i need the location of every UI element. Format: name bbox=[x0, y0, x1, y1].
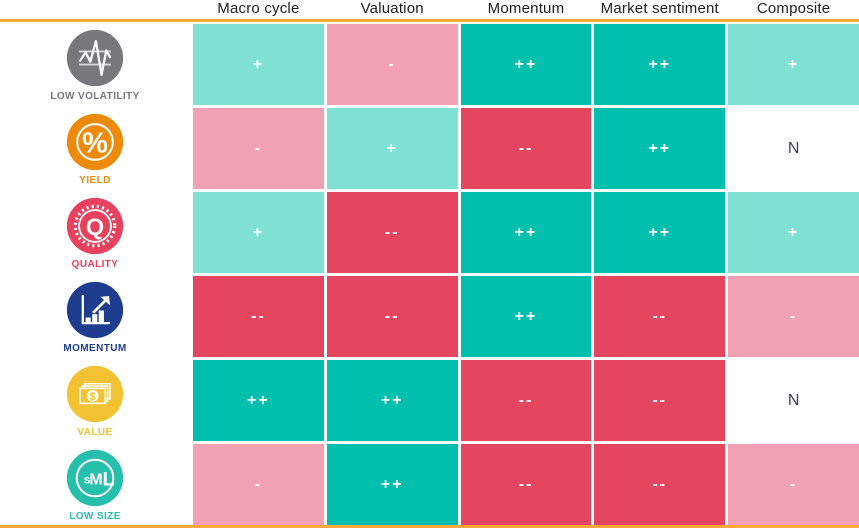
rating-cell: ++ bbox=[594, 192, 726, 273]
factor-row-header: s M L LOW SIZE bbox=[0, 444, 190, 525]
rating-cell: + bbox=[728, 24, 859, 105]
rating-cell: - bbox=[193, 444, 324, 525]
factor-row-header: % YIELD bbox=[0, 108, 190, 189]
rating-cell: -- bbox=[326, 276, 458, 357]
rating-cell: + bbox=[193, 24, 324, 105]
column-header-valuation: Valuation bbox=[360, 0, 424, 17]
rating-cell: + bbox=[193, 192, 324, 273]
rating-cell: -- bbox=[460, 444, 592, 525]
svg-text:$: $ bbox=[90, 390, 97, 402]
ratings-grid: LOW VOLATILITY + - ++ ++ + % YIELD - + -- ++ N Q QUA… bbox=[0, 22, 859, 525]
rating-cell: - bbox=[193, 108, 324, 189]
column-header-macro-cycle: Macro cycle bbox=[217, 0, 300, 17]
rating-cell: ++ bbox=[460, 276, 592, 357]
top-accent-line bbox=[0, 19, 859, 22]
rating-cell: - bbox=[326, 24, 458, 105]
column-header-market-sentiment: Market sentiment bbox=[600, 0, 719, 17]
low-volatility-icon bbox=[65, 28, 125, 88]
momentum-icon bbox=[65, 280, 125, 340]
factor-label: VALUE bbox=[77, 426, 113, 438]
rating-cell: -- bbox=[460, 360, 592, 441]
rating-cell: N bbox=[728, 108, 859, 189]
factor-row-header: Q QUALITY bbox=[0, 192, 190, 273]
factor-label: LOW VOLATILITY bbox=[50, 90, 140, 102]
rating-cell: ++ bbox=[594, 24, 726, 105]
factor-label: YIELD bbox=[79, 174, 111, 186]
factor-row-header: LOW VOLATILITY bbox=[0, 24, 190, 105]
factor-label: MOMENTUM bbox=[63, 342, 127, 354]
rating-cell: -- bbox=[193, 276, 324, 357]
column-headers: Macro cycle Valuation Momentum Market se… bbox=[0, 0, 859, 19]
rating-cell: ++ bbox=[326, 360, 458, 441]
svg-text:L: L bbox=[103, 468, 115, 490]
bottom-accent-line bbox=[0, 525, 859, 528]
rating-cell: + bbox=[326, 108, 458, 189]
rating-cell: ++ bbox=[460, 24, 592, 105]
rating-cell: -- bbox=[594, 360, 726, 441]
rating-cell: ++ bbox=[193, 360, 324, 441]
rating-cell: -- bbox=[594, 444, 726, 525]
yield-icon: % bbox=[65, 112, 125, 172]
quality-icon: Q bbox=[65, 196, 125, 256]
rating-cell: ++ bbox=[460, 192, 592, 273]
column-header-momentum: Momentum bbox=[487, 0, 565, 17]
rating-cell: -- bbox=[594, 276, 726, 357]
factor-label: LOW SIZE bbox=[69, 510, 121, 522]
column-header-composite: Composite bbox=[756, 0, 831, 17]
svg-text:Q: Q bbox=[86, 213, 104, 239]
svg-text:s: s bbox=[84, 472, 91, 486]
rating-cell: ++ bbox=[594, 108, 726, 189]
factor-row-header: MOMENTUM bbox=[0, 276, 190, 357]
rating-cell: - bbox=[728, 276, 859, 357]
rating-cell: + bbox=[728, 192, 859, 273]
value-icon: $ bbox=[65, 364, 125, 424]
factor-row-header: $ VALUE bbox=[0, 360, 190, 441]
rating-cell: -- bbox=[326, 192, 458, 273]
row-header-spacer bbox=[0, 17, 190, 19]
low-size-icon: s M L bbox=[65, 448, 125, 508]
rating-cell: N bbox=[728, 360, 859, 441]
rating-cell: -- bbox=[460, 108, 592, 189]
svg-text:%: % bbox=[82, 127, 108, 159]
rating-cell: - bbox=[728, 444, 859, 525]
factor-label: QUALITY bbox=[71, 258, 119, 270]
svg-text:M: M bbox=[89, 471, 102, 488]
rating-cell: ++ bbox=[326, 444, 458, 525]
